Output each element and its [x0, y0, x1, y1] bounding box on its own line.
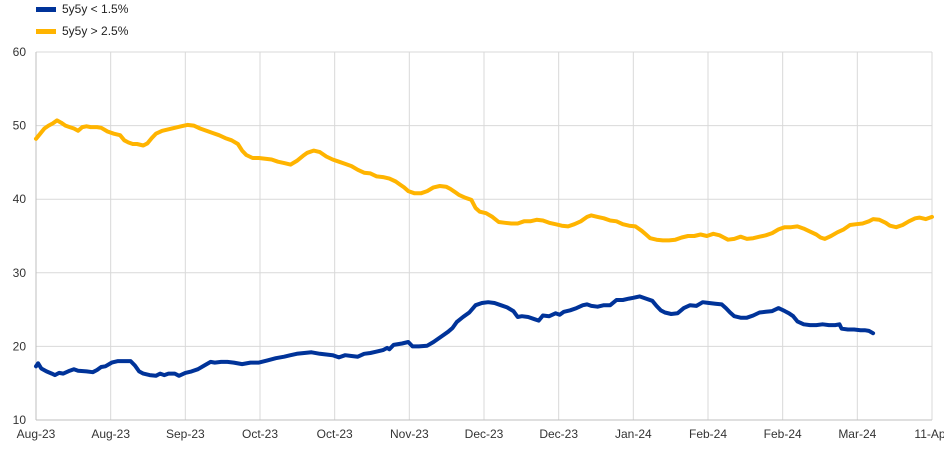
x-tick-label: Aug-23	[17, 427, 56, 441]
x-tick-label: 11-Apr	[914, 427, 944, 441]
x-tick-label: Dec-23	[465, 427, 504, 441]
x-tick-label: Dec-23	[539, 427, 578, 441]
series-line-2	[34, 118, 934, 243]
x-tick-label: Feb-24	[764, 427, 802, 441]
x-tick-label: Oct-23	[317, 427, 353, 441]
series-line-1	[34, 294, 876, 378]
y-tick-label: 60	[13, 45, 27, 59]
y-tick-label: 40	[13, 192, 27, 206]
legend-swatch	[36, 29, 56, 34]
series-layer	[34, 118, 934, 378]
legend: 5y5y < 1.5% 5y5y > 2.5%	[36, 2, 129, 38]
x-tick-label: Nov-23	[390, 427, 429, 441]
y-tick-label: 50	[13, 119, 27, 133]
x-tick-label: Jan-24	[615, 427, 652, 441]
x-tick-label: Sep-23	[166, 427, 205, 441]
y-tick-label: 10	[13, 413, 27, 427]
x-tick-label: Feb-24	[689, 427, 727, 441]
axes: 10 20 30 40 50 60 Aug-23 Aug-23 Sep-23 Oct-23 Oct-…	[13, 45, 944, 441]
legend-swatch	[36, 7, 56, 12]
x-tick-label: Mar-24	[838, 427, 876, 441]
legend-label: 5y5y > 2.5%	[62, 24, 129, 38]
y-tick-label: 20	[13, 339, 27, 353]
grid-lines	[35, 51, 933, 421]
x-tick-label: Oct-23	[242, 427, 278, 441]
x-tick-label: Aug-23	[91, 427, 130, 441]
legend-label: 5y5y < 1.5%	[62, 2, 129, 16]
y-tick-label: 30	[13, 266, 27, 280]
